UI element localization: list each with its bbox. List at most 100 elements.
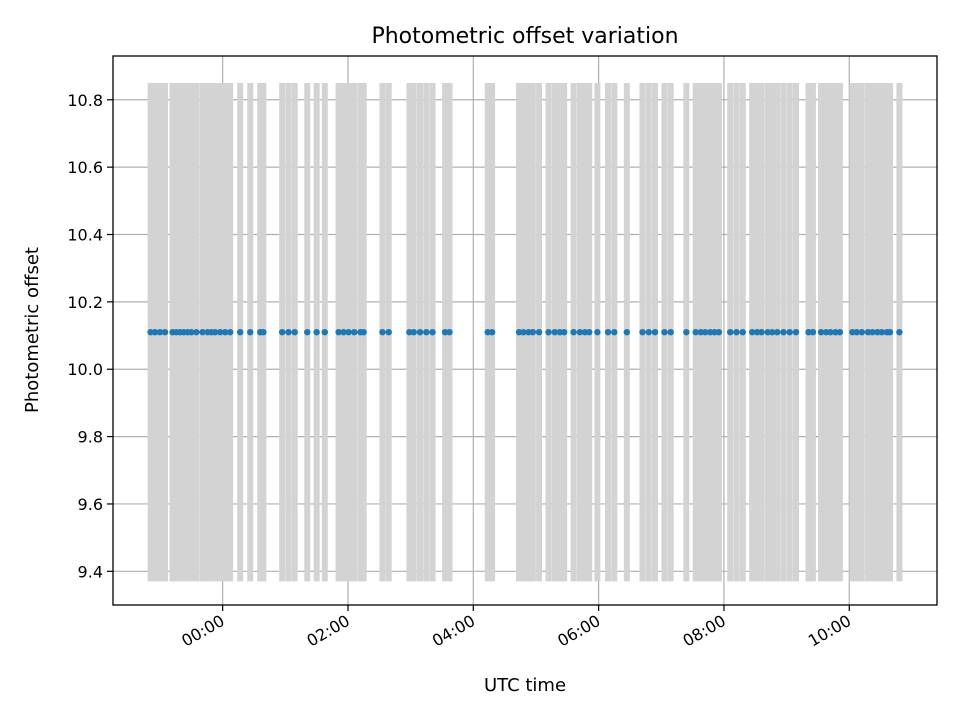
data-point bbox=[237, 328, 244, 336]
data-point bbox=[406, 328, 413, 336]
data-point bbox=[423, 328, 430, 336]
data-point bbox=[764, 328, 772, 336]
data-point bbox=[594, 328, 601, 336]
data-point bbox=[715, 328, 723, 336]
chart-title: Photometric offset variation bbox=[371, 24, 678, 49]
data-point bbox=[551, 328, 558, 336]
y-tick-label: 10.6 bbox=[67, 158, 103, 177]
data-point bbox=[706, 328, 714, 336]
data-point bbox=[827, 328, 834, 336]
data-point bbox=[878, 328, 886, 336]
data-point bbox=[817, 328, 825, 336]
data-point bbox=[780, 328, 787, 336]
data-point bbox=[639, 328, 646, 336]
data-point bbox=[520, 328, 527, 336]
data-point bbox=[379, 328, 386, 336]
data-point bbox=[193, 328, 200, 336]
data-point bbox=[216, 328, 224, 336]
data-point bbox=[651, 328, 659, 336]
data-point bbox=[313, 328, 320, 336]
data-point bbox=[869, 328, 876, 336]
data-point bbox=[748, 328, 756, 336]
data-point bbox=[853, 328, 860, 336]
data-point bbox=[360, 328, 367, 336]
data-point bbox=[260, 328, 267, 336]
data-point bbox=[156, 328, 164, 336]
data-point bbox=[753, 328, 761, 336]
plot-area-frame bbox=[112, 55, 938, 606]
data-point bbox=[874, 328, 881, 336]
data-point bbox=[774, 328, 781, 336]
y-tick-label: 10.2 bbox=[67, 293, 103, 312]
data-point bbox=[805, 328, 812, 336]
data-point bbox=[345, 328, 352, 336]
data-point bbox=[340, 328, 347, 336]
data-point bbox=[226, 328, 234, 336]
data-point bbox=[858, 328, 866, 336]
data-point bbox=[886, 328, 894, 336]
data-point bbox=[570, 328, 577, 336]
data-point bbox=[529, 328, 537, 336]
data-point bbox=[488, 328, 496, 336]
data-point bbox=[278, 328, 286, 336]
data-point bbox=[410, 328, 417, 336]
data-point bbox=[604, 328, 612, 336]
data-point bbox=[525, 328, 532, 336]
data-point bbox=[351, 328, 358, 336]
data-point bbox=[211, 328, 219, 336]
data-point bbox=[758, 328, 765, 336]
y-tick-label: 9.8 bbox=[78, 428, 103, 447]
data-point bbox=[545, 328, 552, 336]
data-point bbox=[683, 328, 690, 336]
data-point bbox=[576, 328, 584, 336]
data-point bbox=[247, 328, 254, 336]
y-axis-label: Photometric offset bbox=[22, 247, 43, 413]
data-point bbox=[221, 328, 229, 336]
data-point bbox=[581, 328, 589, 336]
data-point bbox=[484, 328, 491, 336]
data-point bbox=[809, 328, 817, 336]
data-point bbox=[335, 328, 342, 336]
data-point bbox=[611, 328, 618, 336]
y-tick-label: 10.4 bbox=[67, 226, 103, 245]
data-point bbox=[701, 328, 709, 336]
data-point bbox=[556, 328, 563, 336]
data-point bbox=[896, 328, 903, 336]
data-point bbox=[441, 328, 449, 336]
y-tick-label: 9.6 bbox=[78, 495, 103, 514]
data-point bbox=[535, 328, 543, 336]
data-point bbox=[385, 328, 392, 336]
data-point bbox=[645, 328, 652, 336]
data-point bbox=[321, 328, 328, 336]
data-point bbox=[733, 328, 740, 336]
data-point bbox=[416, 328, 424, 336]
data-point bbox=[667, 328, 674, 336]
data-point bbox=[285, 328, 292, 336]
data-point bbox=[586, 328, 593, 336]
data-point bbox=[739, 328, 746, 336]
data-point bbox=[429, 328, 436, 336]
data-point bbox=[291, 328, 298, 336]
data-point bbox=[832, 328, 839, 336]
data-point bbox=[199, 328, 206, 336]
x-axis-label: UTC time bbox=[484, 675, 566, 696]
data-point bbox=[151, 328, 159, 336]
y-tick-label: 9.4 bbox=[78, 562, 103, 581]
data-point bbox=[188, 328, 195, 336]
data-point bbox=[515, 328, 523, 336]
data-point bbox=[836, 328, 844, 336]
data-point bbox=[692, 328, 699, 336]
data-point bbox=[822, 328, 830, 336]
data-point bbox=[560, 328, 568, 336]
data-point bbox=[792, 328, 800, 336]
data-point bbox=[849, 328, 856, 336]
data-point bbox=[769, 328, 776, 336]
data-point bbox=[161, 328, 169, 336]
y-tick-label: 10.0 bbox=[67, 360, 103, 379]
data-point bbox=[623, 328, 631, 336]
data-point bbox=[697, 328, 704, 336]
data-point bbox=[661, 328, 668, 336]
data-point bbox=[446, 328, 453, 336]
